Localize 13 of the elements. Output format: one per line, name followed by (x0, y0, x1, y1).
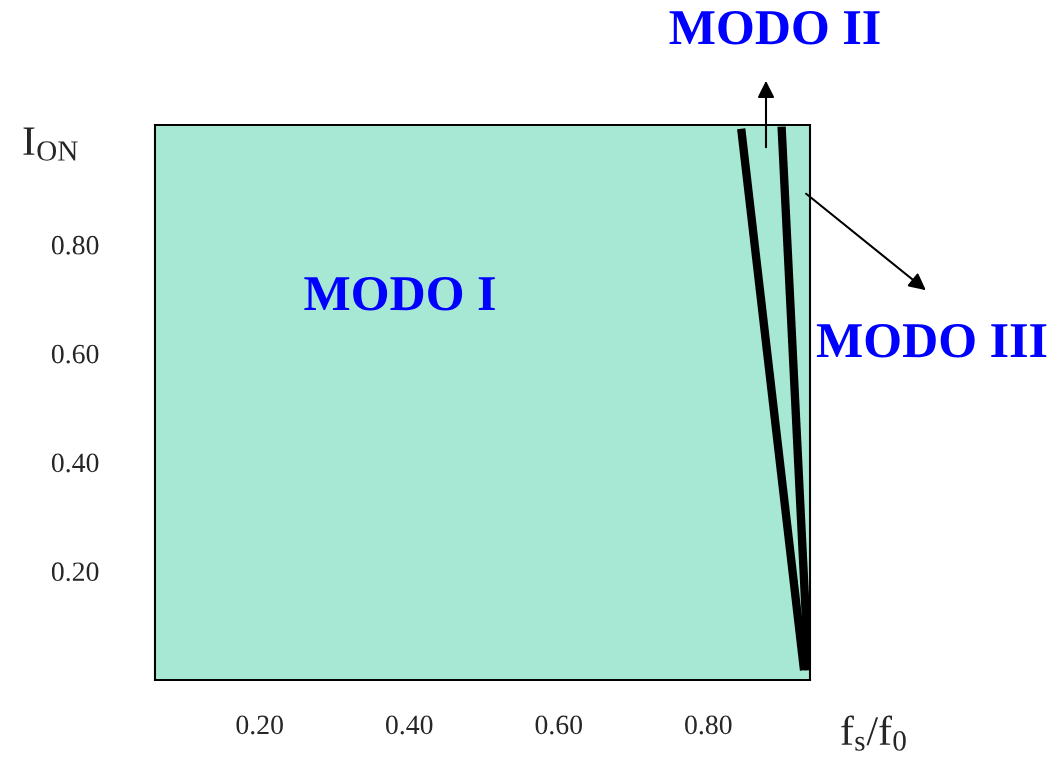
x-axis-title: f$_{s}$/f$_{0}$ (841, 715, 906, 751)
y-tick-label: 0.40 (51, 453, 99, 473)
text: MODO III (816, 323, 1047, 358)
y-tick-label: 0.80 (51, 235, 99, 255)
y-axis-title: I$_{ON}$ (23, 127, 78, 161)
y-tick-label: 0.20 (51, 562, 99, 582)
x-tick-label: 0.40 (385, 715, 433, 735)
x-tick-label: 0.80 (685, 715, 732, 735)
text: MODO II (669, 10, 880, 45)
x-tick-label: 0.20 (236, 715, 283, 735)
x-tick-label: 0.60 (535, 715, 583, 735)
y-tick-label: 0.60 (51, 344, 99, 364)
annotation: MODO I (304, 276, 495, 311)
